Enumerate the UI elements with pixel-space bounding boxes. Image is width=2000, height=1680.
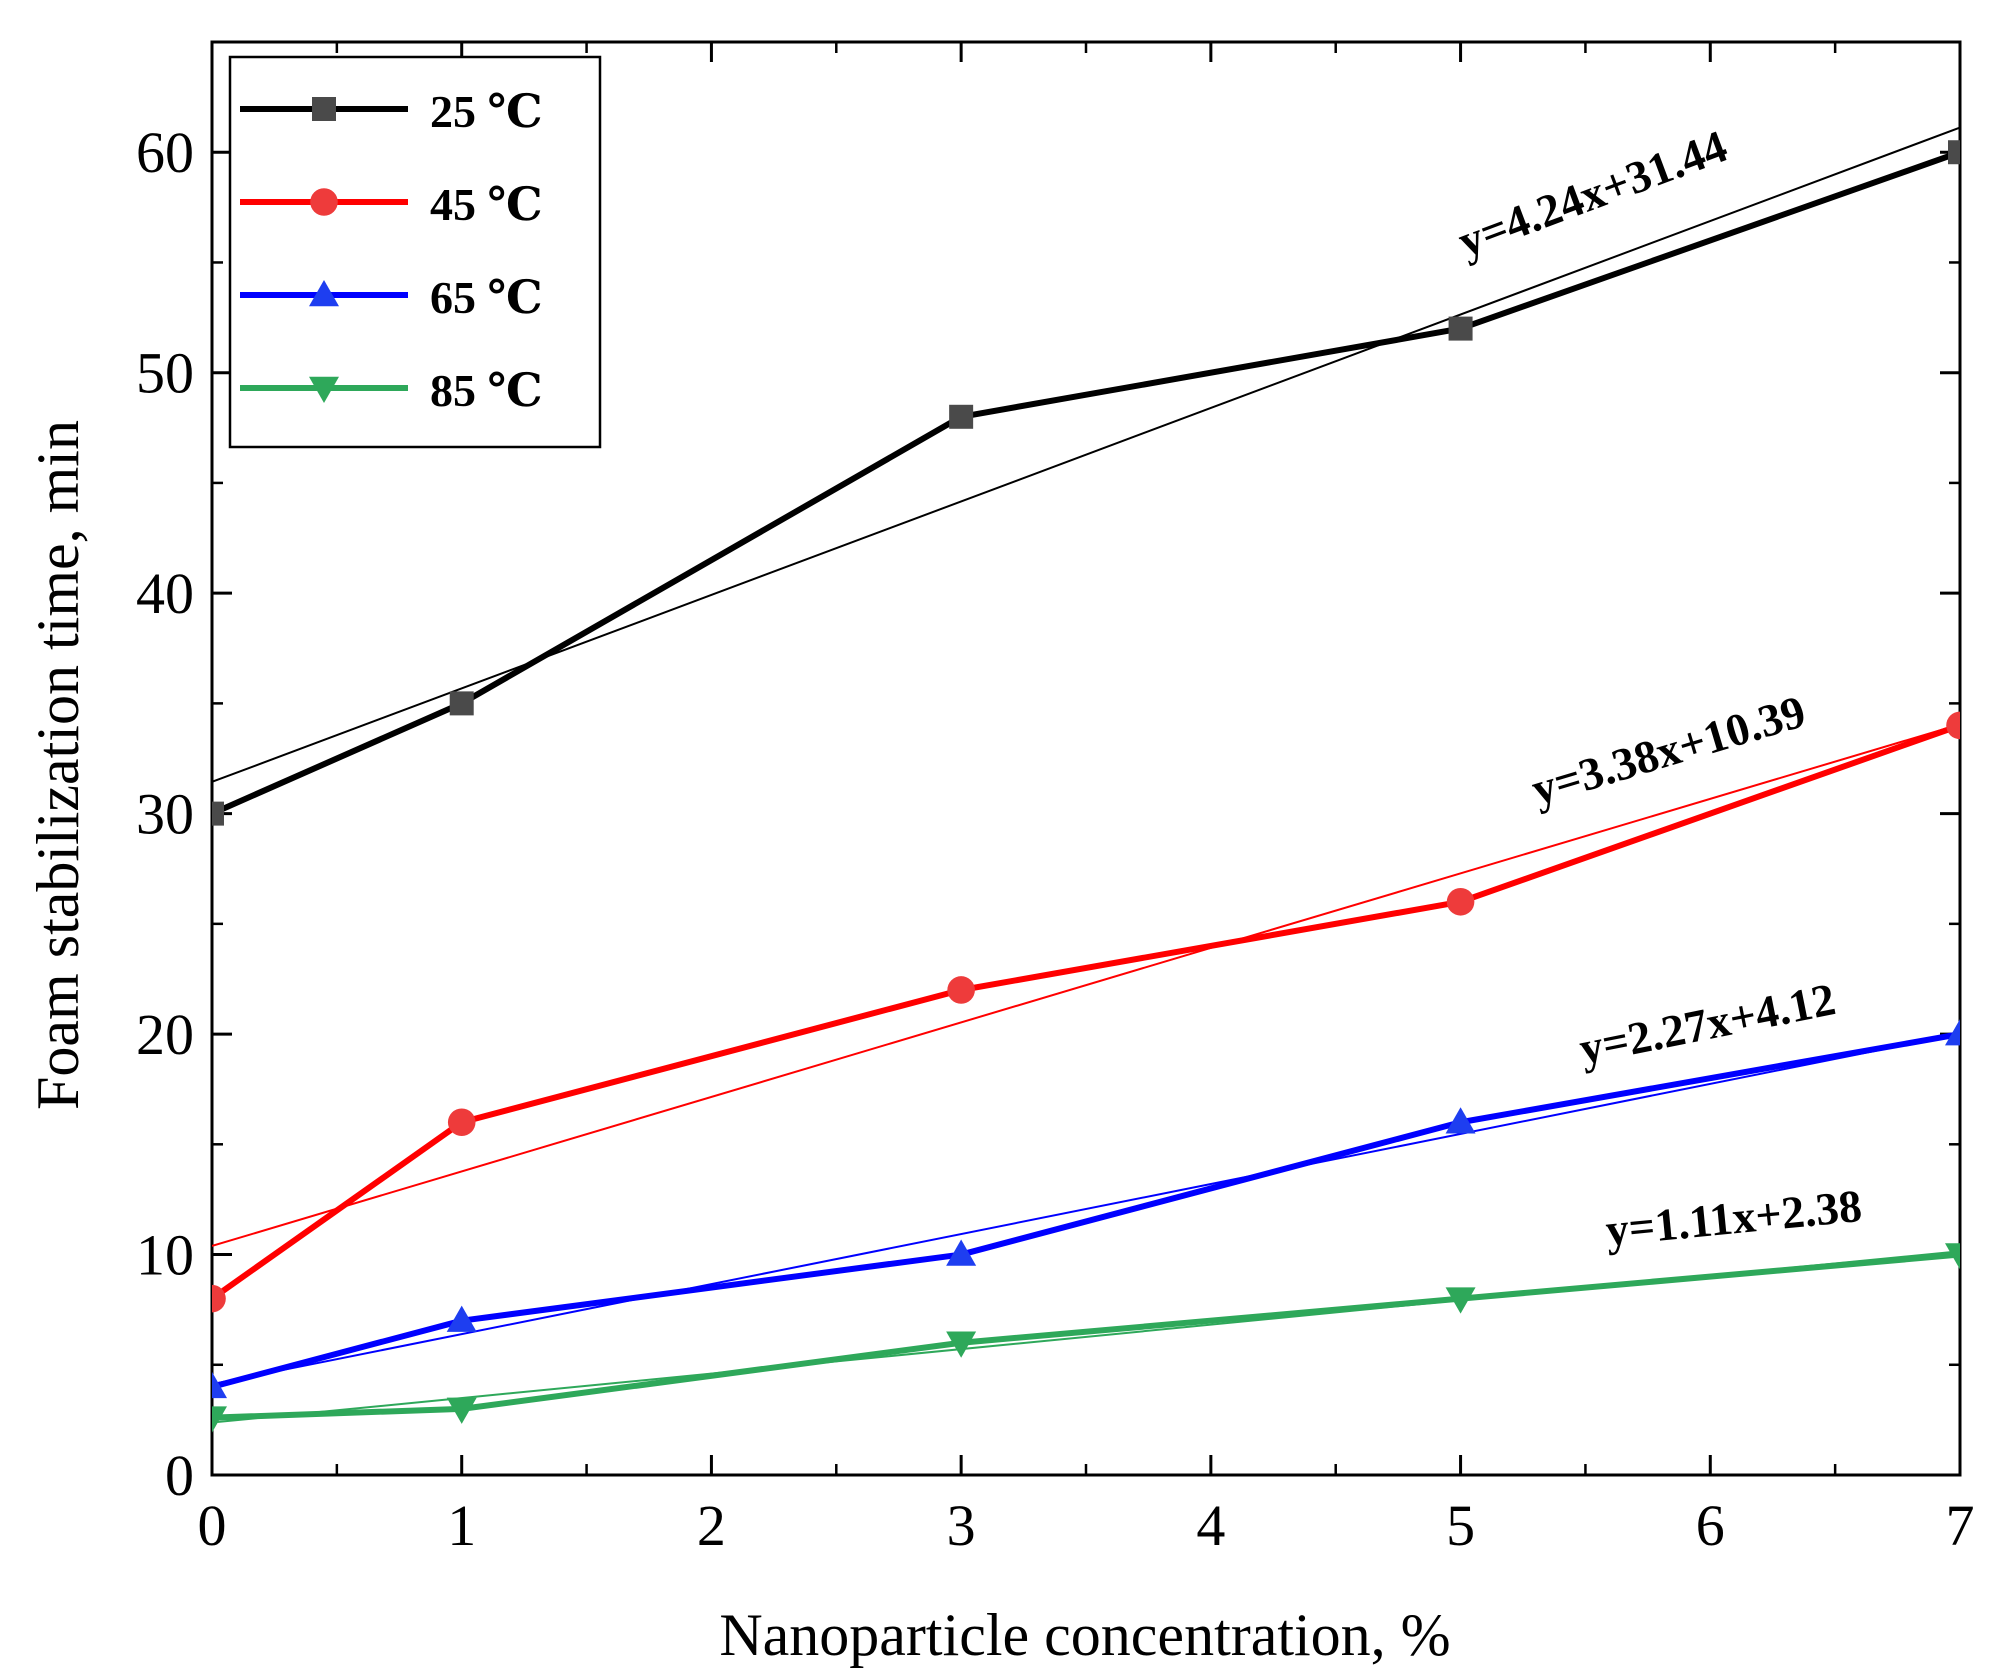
data-point-25c	[1948, 140, 1960, 165]
data-point-65c	[446, 1305, 477, 1332]
y-tick-label: 60	[136, 120, 194, 185]
legend-marker-85c	[309, 376, 339, 403]
x-tick-label: 2	[697, 1493, 726, 1558]
data-point-45c	[212, 1284, 226, 1313]
fit-label-65c: y=2.27x+4.12	[1575, 973, 1839, 1074]
axis-tick-labels: 0 1 2 3 4 5 6 7 0 10 20 30 40 50 60	[136, 120, 1975, 1558]
x-tick-label: 1	[447, 1493, 476, 1558]
data-point-45c	[1446, 888, 1475, 916]
x-tick-label: 5	[1446, 1493, 1475, 1558]
data-point-65c	[1445, 1107, 1476, 1134]
data-point-85c	[1445, 1287, 1476, 1314]
data-point-65c	[212, 1371, 227, 1399]
data-point-25c	[1448, 316, 1473, 341]
legend-label-65c: 65 ℃	[430, 272, 543, 323]
y-tick-label: 20	[136, 1002, 194, 1067]
legend: 25 ℃ 45 ℃ 65 ℃ 85 ℃	[228, 55, 602, 449]
data-point-65c	[1945, 1019, 1960, 1046]
y-tick-label: 0	[165, 1443, 194, 1508]
data-point-85c	[212, 1406, 227, 1433]
y-tick-label: 10	[136, 1223, 194, 1288]
fit-line-25c	[212, 126, 1960, 783]
data-series	[212, 140, 1960, 1433]
y-tick-label: 40	[136, 561, 194, 626]
y-tick-label: 30	[136, 782, 194, 847]
x-tick-label: 3	[947, 1493, 976, 1558]
y-tick-label: 50	[136, 341, 194, 406]
legend-label-25c: 25 ℃	[430, 86, 543, 137]
data-point-45c	[1946, 711, 1960, 740]
x-tick-label: 4	[1196, 1493, 1225, 1558]
data-point-45c	[947, 976, 975, 1004]
x-tick-label: 6	[1696, 1493, 1725, 1558]
legend-marker-25c	[312, 97, 336, 121]
legend-marker-65c	[309, 280, 339, 307]
x-tick-label: 0	[198, 1493, 227, 1558]
data-point-85c	[946, 1331, 977, 1358]
axis-ticks	[210, 42, 1962, 1477]
data-point-65c	[946, 1239, 977, 1266]
data-point-85c	[446, 1397, 477, 1424]
data-point-25c	[449, 691, 474, 716]
x-tick-label: 7	[1946, 1493, 1975, 1558]
data-point-85c	[1945, 1243, 1960, 1270]
legend-marker-45c	[310, 188, 338, 216]
fit-line-65c	[212, 1032, 1960, 1386]
legend-label-45c: 45 ℃	[430, 179, 543, 230]
x-axis-label: Nanoparticle concentration, %	[719, 1602, 1450, 1668]
legend-label-85c: 85 ℃	[430, 365, 543, 416]
data-point-25c	[949, 404, 974, 429]
legend-box	[228, 55, 602, 449]
data-point-45c	[447, 1108, 476, 1137]
y-axis-label: Foam stabilization time, min	[25, 420, 91, 1110]
fit-label-85c: y=1.11x+2.38	[1603, 1180, 1864, 1256]
fit-line-45c	[212, 723, 1960, 1247]
data-point-25c	[212, 801, 224, 826]
